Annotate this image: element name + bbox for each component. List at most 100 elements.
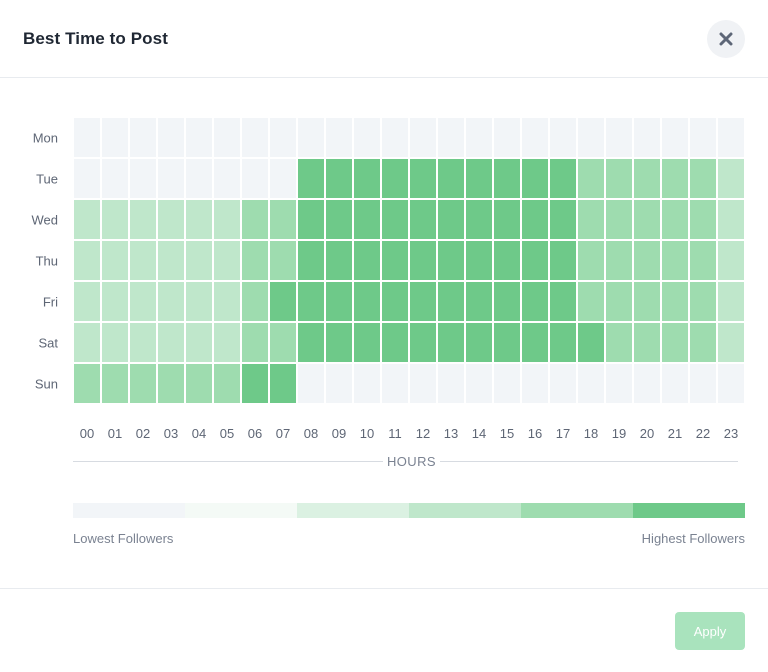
heatmap-cell-tue-05 bbox=[212, 157, 242, 200]
heatmap-cell-mon-01 bbox=[100, 116, 130, 159]
heatmap-cell-tue-08 bbox=[296, 157, 326, 200]
modal-header: Best Time to Post bbox=[0, 0, 768, 78]
close-icon bbox=[719, 32, 733, 46]
hour-tick-22: 22 bbox=[696, 426, 710, 441]
x-axis-label: HOURS bbox=[383, 454, 440, 469]
hour-tick-07: 07 bbox=[276, 426, 290, 441]
heatmap-cell-sat-10 bbox=[352, 321, 382, 364]
heatmap-cell-fri-10 bbox=[352, 280, 382, 323]
heatmap-cell-tue-19 bbox=[604, 157, 634, 200]
heatmap-cell-sun-12 bbox=[408, 362, 438, 405]
heatmap-cell-tue-06 bbox=[240, 157, 270, 200]
heatmap-cell-sun-07 bbox=[268, 362, 298, 405]
heatmap-cell-fri-01 bbox=[100, 280, 130, 323]
heatmap-cell-thu-22 bbox=[688, 239, 718, 282]
hour-tick-16: 16 bbox=[528, 426, 542, 441]
heatmap-cell-mon-06 bbox=[240, 116, 270, 159]
heatmap-cell-fri-23 bbox=[716, 280, 746, 323]
heatmap-cell-fri-05 bbox=[212, 280, 242, 323]
heatmap-cell-tue-01 bbox=[100, 157, 130, 200]
heatmap-cell-mon-13 bbox=[436, 116, 466, 159]
heatmap-cell-sat-04 bbox=[184, 321, 214, 364]
heatmap-cell-wed-10 bbox=[352, 198, 382, 241]
hour-tick-19: 19 bbox=[612, 426, 626, 441]
heatmap-cell-fri-02 bbox=[128, 280, 158, 323]
heatmap-cell-thu-18 bbox=[576, 239, 606, 282]
heatmap-cell-wed-20 bbox=[632, 198, 662, 241]
heatmap-cell-fri-21 bbox=[660, 280, 690, 323]
hour-tick-18: 18 bbox=[584, 426, 598, 441]
heatmap-cell-sat-07 bbox=[268, 321, 298, 364]
heatmap-cell-mon-11 bbox=[380, 116, 410, 159]
heatmap-cell-fri-14 bbox=[464, 280, 494, 323]
heatmap-cell-fri-00 bbox=[72, 280, 102, 323]
heatmap-cell-tue-21 bbox=[660, 157, 690, 200]
heatmap-cell-tue-04 bbox=[184, 157, 214, 200]
heatmap-cell-fri-07 bbox=[268, 280, 298, 323]
heatmap-cell-thu-07 bbox=[268, 239, 298, 282]
heatmap-cell-sun-23 bbox=[716, 362, 746, 405]
heatmap-cell-mon-23 bbox=[716, 116, 746, 159]
legend-swatch-0 bbox=[73, 503, 185, 518]
heatmap-cell-thu-19 bbox=[604, 239, 634, 282]
heatmap-cell-sat-12 bbox=[408, 321, 438, 364]
heatmap-cell-mon-04 bbox=[184, 116, 214, 159]
heatmap-cell-thu-01 bbox=[100, 239, 130, 282]
hour-tick-09: 09 bbox=[332, 426, 346, 441]
heatmap-cell-mon-14 bbox=[464, 116, 494, 159]
heatmap-cell-thu-02 bbox=[128, 239, 158, 282]
heatmap-cell-mon-05 bbox=[212, 116, 242, 159]
heatmap-cell-thu-10 bbox=[352, 239, 382, 282]
hour-tick-17: 17 bbox=[556, 426, 570, 441]
heatmap-cell-mon-03 bbox=[156, 116, 186, 159]
hour-tick-08: 08 bbox=[304, 426, 318, 441]
heatmap-cell-mon-08 bbox=[296, 116, 326, 159]
hour-tick-05: 05 bbox=[220, 426, 234, 441]
row-label-sun: Sun bbox=[35, 377, 58, 392]
heatmap-cell-thu-21 bbox=[660, 239, 690, 282]
heatmap-cell-mon-16 bbox=[520, 116, 550, 159]
heatmap-cell-mon-19 bbox=[604, 116, 634, 159]
heatmap-cell-sun-02 bbox=[128, 362, 158, 405]
heatmap-cell-mon-18 bbox=[576, 116, 606, 159]
modal-title: Best Time to Post bbox=[23, 29, 168, 48]
row-label-sat: Sat bbox=[38, 336, 58, 351]
legend-color-scale bbox=[73, 503, 745, 518]
heatmap-cell-sat-08 bbox=[296, 321, 326, 364]
heatmap-cell-tue-10 bbox=[352, 157, 382, 200]
heatmap-cell-sun-01 bbox=[100, 362, 130, 405]
heatmap-cell-wed-05 bbox=[212, 198, 242, 241]
heatmap-cell-sun-16 bbox=[520, 362, 550, 405]
heatmap-cell-tue-20 bbox=[632, 157, 662, 200]
heatmap-cell-sun-05 bbox=[212, 362, 242, 405]
heatmap-cell-wed-15 bbox=[492, 198, 522, 241]
heatmap-cell-sat-03 bbox=[156, 321, 186, 364]
heatmap-cell-thu-08 bbox=[296, 239, 326, 282]
heatmap-cell-thu-15 bbox=[492, 239, 522, 282]
apply-button[interactable]: Apply bbox=[675, 612, 745, 650]
heatmap-cell-wed-09 bbox=[324, 198, 354, 241]
heatmap-cell-wed-18 bbox=[576, 198, 606, 241]
heatmap-cell-mon-09 bbox=[324, 116, 354, 159]
heatmap-cell-wed-19 bbox=[604, 198, 634, 241]
heatmap-cell-sun-03 bbox=[156, 362, 186, 405]
heatmap-cell-tue-14 bbox=[464, 157, 494, 200]
heatmap-cell-thu-11 bbox=[380, 239, 410, 282]
hour-tick-13: 13 bbox=[444, 426, 458, 441]
heatmap-cell-mon-17 bbox=[548, 116, 578, 159]
heatmap-cell-mon-00 bbox=[72, 116, 102, 159]
hour-tick-12: 12 bbox=[416, 426, 430, 441]
heatmap-cell-sun-09 bbox=[324, 362, 354, 405]
heatmap-cell-thu-03 bbox=[156, 239, 186, 282]
heatmap-cell-thu-00 bbox=[72, 239, 102, 282]
legend-low-label: Lowest Followers bbox=[73, 531, 174, 546]
heatmap-cell-sat-02 bbox=[128, 321, 158, 364]
hour-tick-20: 20 bbox=[640, 426, 654, 441]
heatmap-cell-sun-17 bbox=[548, 362, 578, 405]
heatmap-cell-tue-07 bbox=[268, 157, 298, 200]
close-button[interactable] bbox=[707, 20, 745, 58]
hour-tick-01: 01 bbox=[108, 426, 122, 441]
heatmap-cell-wed-01 bbox=[100, 198, 130, 241]
heatmap-cell-tue-03 bbox=[156, 157, 186, 200]
heatmap-cell-sat-00 bbox=[72, 321, 102, 364]
